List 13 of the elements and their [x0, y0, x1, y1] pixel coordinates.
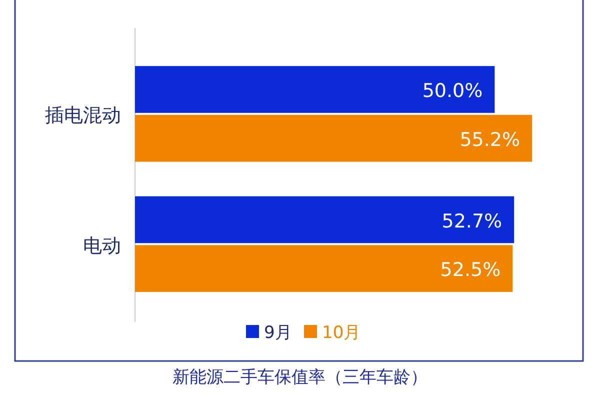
y-tick-label: 插电混动 [45, 104, 121, 127]
data-label: 52.5% [440, 259, 501, 282]
bar [135, 114, 532, 162]
legend-label: 10月 [322, 322, 361, 343]
data-label: 50.0% [422, 80, 483, 102]
bar [135, 196, 514, 244]
data-label: 52.7% [442, 210, 502, 232]
y-tick-label: 电动 [83, 234, 121, 257]
legend-label: 9月 [264, 322, 292, 343]
text: 新能源二手车保值率（三年车龄） [172, 367, 428, 388]
bar [135, 245, 513, 292]
data-label: 55.2% [460, 128, 520, 151]
bar [135, 66, 495, 113]
